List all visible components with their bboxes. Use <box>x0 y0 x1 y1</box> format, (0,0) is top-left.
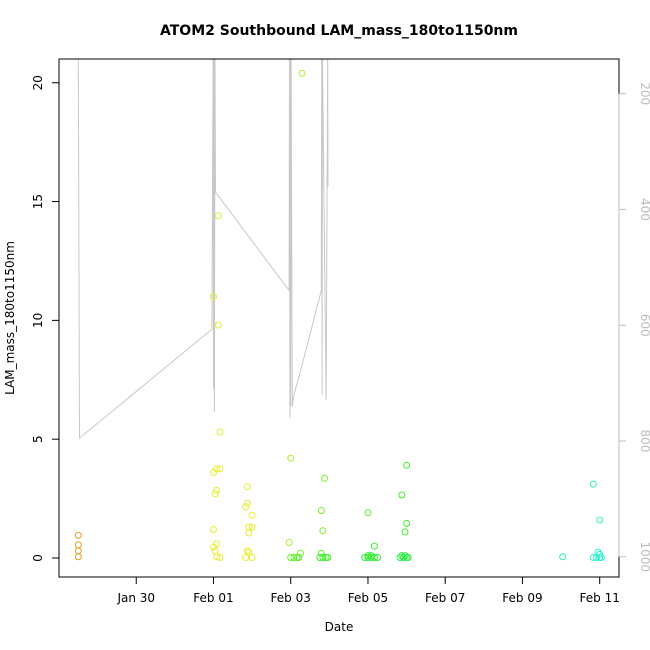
secondary-tick-label: 800 <box>638 430 650 453</box>
data-point <box>319 527 327 535</box>
x-tick-label: Feb 03 <box>271 591 311 605</box>
y-tick-label: 0 <box>31 554 45 562</box>
data-point <box>589 480 597 488</box>
data-point <box>364 509 372 517</box>
y-axis: 0 5 10 15 20 <box>31 75 60 562</box>
data-point <box>214 321 222 329</box>
altitude-line <box>77 59 329 440</box>
data-point <box>321 474 328 482</box>
data-point <box>216 465 224 473</box>
y-axis-label: LAM_mass_180to1150nm <box>3 241 17 395</box>
data-point <box>242 503 250 511</box>
data-point <box>399 554 407 561</box>
data-point <box>248 554 256 561</box>
data-point <box>248 511 256 519</box>
data-point <box>248 523 256 531</box>
data-point <box>213 553 221 561</box>
data-point <box>210 543 217 551</box>
secondary-tick-label: 1000 <box>638 541 650 572</box>
data-point <box>214 212 222 220</box>
data-point <box>287 454 295 462</box>
data-point <box>559 553 567 561</box>
y-tick-label: 20 <box>31 75 45 90</box>
data-point <box>216 428 224 436</box>
data-points <box>74 69 605 561</box>
data-point <box>290 554 298 561</box>
data-point <box>245 548 253 556</box>
data-point <box>210 526 217 533</box>
y-tick-label: 10 <box>31 313 45 328</box>
data-point <box>213 486 221 494</box>
data-point <box>213 465 221 473</box>
data-point <box>403 520 411 527</box>
data-point <box>398 552 406 560</box>
data-point <box>211 490 219 498</box>
data-point <box>216 554 224 561</box>
y-tick-label: 5 <box>31 435 45 443</box>
data-point <box>403 461 411 469</box>
altitude-series <box>77 59 329 440</box>
x-tick-label: Feb 11 <box>580 591 620 605</box>
data-point <box>374 554 382 561</box>
data-point <box>398 491 406 499</box>
x-tick-label: Feb 07 <box>425 591 465 605</box>
data-point <box>74 553 82 561</box>
data-point <box>317 507 325 514</box>
x-tick-label: Feb 01 <box>193 591 233 605</box>
data-point <box>210 293 217 301</box>
data-point <box>243 499 251 507</box>
data-point <box>243 483 251 491</box>
secondary-tick-label: 600 <box>638 314 650 337</box>
data-point <box>596 516 604 524</box>
chart-title: ATOM2 Southbound LAM_mass_180to1150nm <box>160 23 518 39</box>
x-tick-label: Feb 05 <box>348 591 388 605</box>
data-point <box>324 554 332 561</box>
data-point <box>593 554 600 561</box>
x-axis-label: Date <box>325 620 354 634</box>
data-point <box>317 549 325 557</box>
data-point <box>298 69 306 77</box>
data-point <box>295 554 303 561</box>
data-point <box>319 554 327 561</box>
data-point <box>243 547 251 555</box>
x-tick-label: Jan 30 <box>116 591 155 605</box>
data-point <box>74 531 82 539</box>
secondary-tick-label: 400 <box>638 198 650 221</box>
y-tick-label: 15 <box>31 194 45 209</box>
data-point <box>597 554 605 561</box>
data-point <box>370 554 378 561</box>
secondary-tick-label: 200 <box>638 82 650 105</box>
data-point <box>285 539 293 546</box>
secondary-y-axis: 200 400 600 800 1000 <box>618 82 650 572</box>
data-point <box>245 529 253 537</box>
data-point <box>404 554 412 561</box>
x-axis: Jan 30 Feb 01 Feb 03 Feb 05 Feb 07 Feb 09 Feb … <box>116 576 620 605</box>
data-point <box>370 542 378 550</box>
data-point <box>401 528 409 536</box>
x-tick-label: Feb 09 <box>502 591 542 605</box>
